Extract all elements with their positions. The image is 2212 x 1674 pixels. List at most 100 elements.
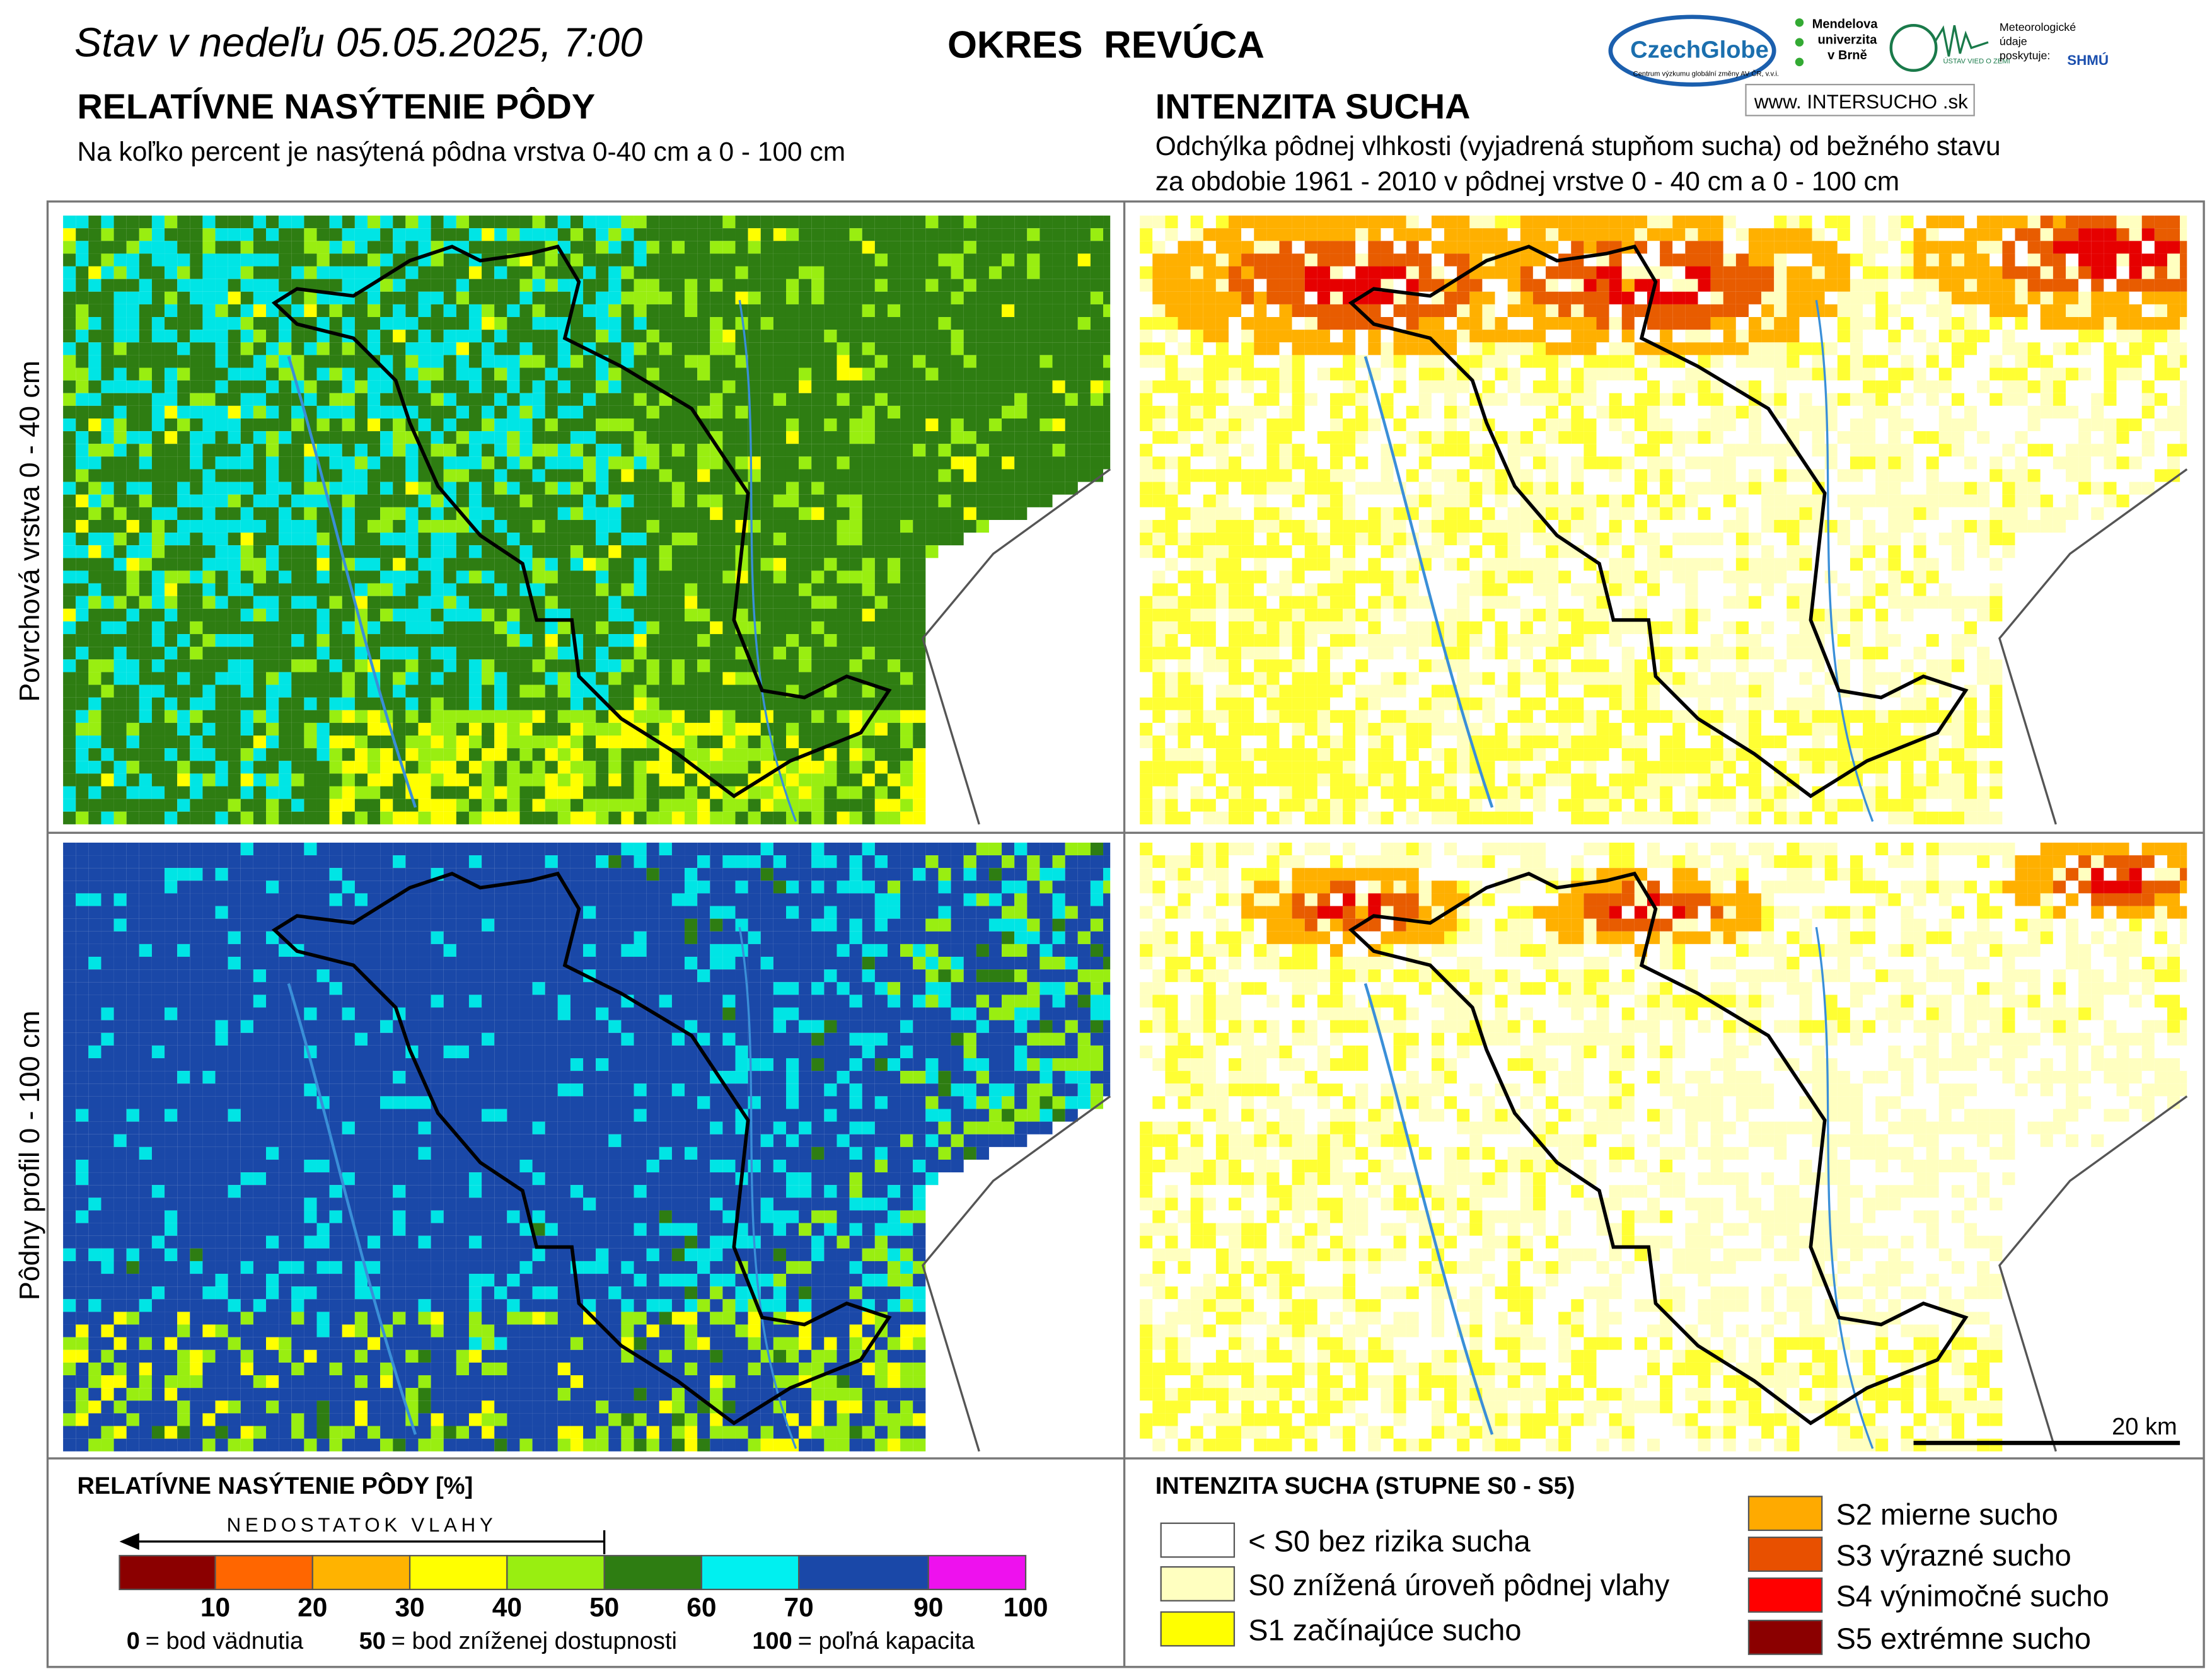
- map-cell: [1229, 355, 1242, 368]
- map-cell: [811, 304, 825, 318]
- map-cell: [557, 456, 570, 470]
- map-cell: [418, 482, 431, 495]
- map-cell: [532, 786, 545, 799]
- map-cell: [63, 558, 76, 571]
- map-cell: [1609, 304, 1622, 318]
- map-cell: [862, 494, 875, 507]
- map-cell: [608, 799, 622, 812]
- map-cell: [418, 608, 431, 621]
- map-cell: [1329, 380, 1343, 393]
- map-cell: [785, 253, 799, 267]
- map-cell: [519, 697, 533, 710]
- map-cell: [380, 431, 393, 444]
- map-cell: [2116, 393, 2129, 406]
- map-cell: [1634, 228, 1648, 241]
- map-cell: [2180, 228, 2187, 241]
- map-cell: [443, 482, 456, 495]
- map-cell: [1799, 304, 1812, 318]
- map-cell: [837, 748, 850, 761]
- map-cell: [608, 241, 622, 254]
- map-cell: [1215, 279, 1229, 292]
- map-cell: [900, 811, 913, 824]
- map-cell: [279, 786, 292, 799]
- map-cell: [557, 786, 570, 799]
- map-cell: [1165, 367, 1178, 381]
- map-cell: [697, 317, 710, 330]
- map-cell: [190, 304, 203, 318]
- map-cell: [583, 355, 596, 368]
- map-cell: [659, 405, 672, 418]
- map-cell: [1279, 291, 1292, 304]
- map-cell: [240, 507, 253, 520]
- map-cell: [405, 355, 419, 368]
- map-cell: [88, 266, 101, 279]
- map-cell: [1888, 266, 1901, 279]
- map-cell: [190, 533, 203, 546]
- map-cell: [634, 216, 647, 229]
- map-cell: [557, 304, 570, 318]
- map-cell: [177, 367, 190, 381]
- map-cell: [1964, 304, 1977, 318]
- map-cell: [2129, 279, 2142, 292]
- map-cell: [1027, 444, 1040, 457]
- map-cell: [773, 659, 786, 672]
- map-cell: [671, 799, 685, 812]
- map-cell: [963, 279, 976, 292]
- map-cell: [519, 418, 533, 432]
- map-cell: [443, 393, 456, 406]
- map-cell: [659, 621, 672, 635]
- map-cell: [177, 621, 190, 635]
- map-cell: [583, 570, 596, 584]
- map-cell: [279, 634, 292, 647]
- map-cell: [177, 355, 190, 368]
- map-cell: [913, 418, 926, 432]
- map-cell: [545, 291, 558, 304]
- map-cell: [1002, 291, 1015, 304]
- map-cell: [1457, 405, 1470, 418]
- map-cell: [507, 418, 520, 432]
- map-cell: [190, 583, 203, 596]
- map-cell: [685, 684, 698, 698]
- map-cell: [456, 304, 469, 318]
- map-cell: [2141, 367, 2155, 381]
- map-panel: [63, 216, 1111, 825]
- map-cell: [1052, 469, 1065, 482]
- map-cell: [291, 697, 304, 710]
- map-cell: [1723, 393, 1736, 406]
- map-cell: [646, 444, 659, 457]
- map-cell: [1672, 342, 1686, 355]
- map-cell: [545, 748, 558, 761]
- map-cell: [1824, 355, 1838, 368]
- map-cell: [139, 558, 152, 571]
- map-cell: [266, 507, 279, 520]
- map-cell: [1469, 304, 1483, 318]
- map-cell: [570, 482, 584, 495]
- map-cell: [1002, 279, 1015, 292]
- map-cell: [532, 494, 545, 507]
- map-cell: [773, 431, 786, 444]
- map-cell: [101, 710, 114, 723]
- map-cell: [913, 444, 926, 457]
- map-cell: [1329, 216, 1343, 229]
- map-cell: [304, 482, 317, 495]
- map-cell: [874, 736, 888, 749]
- map-cell: [1672, 279, 1686, 292]
- map-cell: [367, 228, 381, 241]
- map-cell: [342, 799, 355, 812]
- map-cell: [405, 367, 419, 381]
- map-cell: [151, 722, 165, 736]
- map-cell: [2104, 317, 2117, 330]
- map-cell: [393, 786, 406, 799]
- map-cell: [785, 330, 799, 343]
- map-cell: [621, 786, 634, 799]
- map-cell: [1279, 253, 1292, 267]
- map-cell: [240, 317, 253, 330]
- map-cell: [671, 722, 685, 736]
- map-cell: [393, 621, 406, 635]
- map-cell: [279, 431, 292, 444]
- map-cell: [2040, 380, 2053, 393]
- map-cell: [951, 228, 964, 241]
- map-panel: [1140, 216, 2188, 825]
- map-cell: [583, 811, 596, 824]
- map-cell: [1418, 317, 1432, 330]
